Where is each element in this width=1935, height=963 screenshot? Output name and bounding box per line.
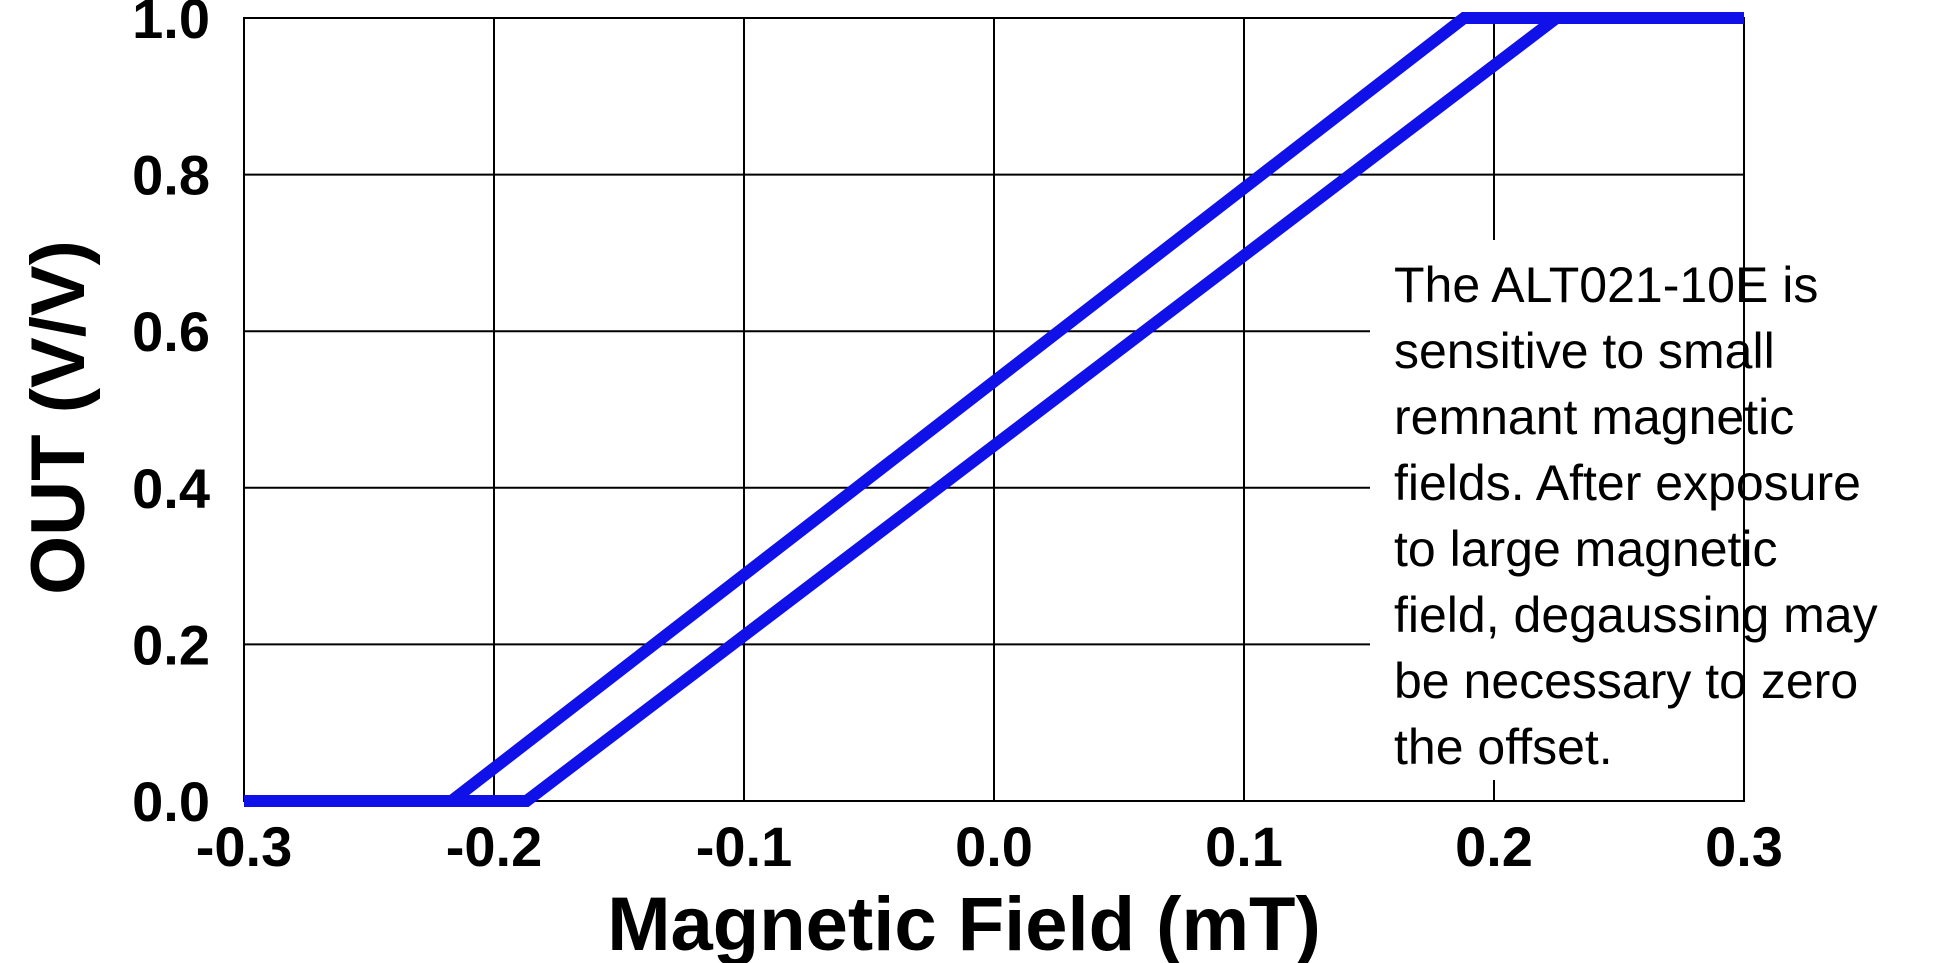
annotation-text: The ALT021-10E is sensitive to small remna… [1394,257,1878,775]
annotation-line: The ALT021-10E is [1394,257,1818,313]
series-layer [244,12,1744,807]
y-tick-label: 0.4 [132,457,210,520]
annotation-line: fields. After exposure [1394,455,1861,511]
annotation-line: field, degaussing may [1394,587,1878,643]
plot-frame [243,17,1745,802]
y-tick-label: 0.2 [132,613,210,676]
annotation-line: be necessary to zero [1394,653,1858,709]
y-tick-label: 0.0 [132,770,210,833]
x-tick-label: -0.2 [446,815,543,878]
x-tick-label: 0.2 [1455,815,1533,878]
x-tick-label: -0.1 [696,815,793,878]
tick-labels: -0.3 -0.2 -0.1 0.0 0.1 0.2 0.3 0.0 0.2 0.4 0.6 0.8 1… [132,0,1783,878]
y-tick-label: 0.6 [132,300,210,363]
annotation-line: the offset. [1394,719,1613,775]
grid [244,18,1744,801]
y-axis-title: OUT (V/V) [16,240,101,595]
x-tick-label: 0.1 [1205,815,1283,878]
annotation-line: to large magnetic [1394,521,1778,577]
annotation-line: sensitive to small [1394,323,1775,379]
x-tick-label: -0.3 [196,815,293,878]
y-tick-label: 1.0 [132,0,210,50]
x-axis-title: Magnetic Field (mT) [607,882,1321,963]
y-tick-label: 0.8 [132,144,210,207]
x-tick-label: 0.3 [1705,815,1783,878]
x-tick-label: 0.0 [955,815,1033,878]
series-line-2 [244,12,1744,807]
annotation-line: remnant magnetic [1394,389,1794,445]
